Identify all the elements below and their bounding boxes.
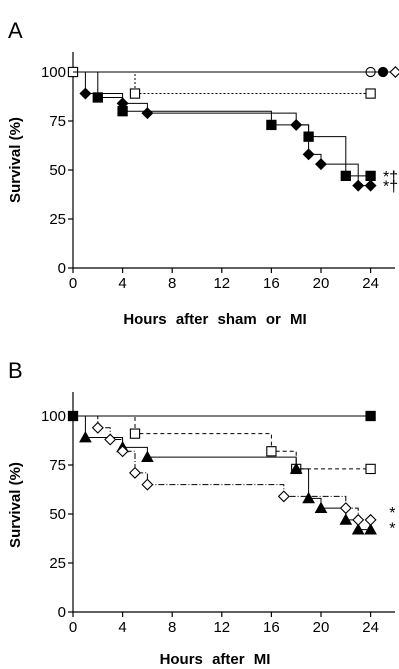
data-point (389, 66, 399, 78)
data-point (302, 148, 315, 161)
x-tick-label: 0 (69, 275, 77, 292)
panel-letter: A (8, 18, 23, 43)
x-axis-title: Hours after sham or MI (123, 311, 306, 328)
y-tick-label: 100 (41, 408, 66, 425)
series-line (73, 415, 371, 521)
series-filled-square-solid (67, 410, 376, 422)
data-point (92, 92, 103, 103)
data-point (289, 462, 303, 474)
x-tick-label: 12 (213, 619, 230, 636)
series-line (73, 71, 371, 95)
significance-annotation: * (389, 521, 395, 538)
data-point (351, 523, 365, 535)
y-tick-label: 75 (49, 457, 66, 474)
data-point (315, 158, 327, 171)
chart-panel-b: B 0 25 50 75 100 0 4 8 12 16 20 24 Hours after MI Surv… (7, 358, 395, 668)
data-point (340, 170, 351, 182)
y-tick-label: 50 (49, 506, 66, 523)
significance-annotation: *† (383, 179, 398, 196)
y-axis-title: Survival (%) (7, 462, 24, 548)
y-tick-label: 50 (49, 162, 66, 179)
data-point (290, 118, 303, 131)
data-point (129, 428, 141, 439)
significance-annotation: * (389, 505, 395, 522)
x-tick-label: 4 (118, 619, 126, 636)
y-tick-label: 100 (41, 64, 66, 81)
data-point (116, 445, 129, 458)
data-point (116, 97, 129, 110)
data-point (339, 513, 353, 525)
series-open-square-dashed (73, 415, 376, 475)
x-tick-label: 16 (263, 275, 280, 292)
x-tick-label: 16 (263, 619, 280, 636)
data-point (365, 463, 376, 475)
x-tick-label: 8 (168, 275, 176, 292)
significance-annotation: *† (383, 169, 398, 186)
x-tick-label: 20 (313, 275, 330, 292)
y-tick-label: 0 (58, 260, 66, 277)
data-point (91, 421, 104, 434)
data-point (352, 179, 365, 192)
x-tick-label: 24 (362, 619, 379, 636)
y-axis-title: Survival (%) (7, 117, 24, 203)
data-point (79, 87, 92, 100)
data-point (365, 410, 376, 422)
data-point (352, 513, 365, 526)
y-tick-label: 0 (58, 604, 66, 621)
data-point (314, 501, 328, 513)
data-point (141, 450, 154, 463)
series-filled-diamond-solid (73, 71, 377, 192)
data-point (365, 170, 376, 182)
panel-letter: B (8, 358, 23, 383)
y-tick-label: 25 (49, 555, 66, 572)
data-point (266, 119, 277, 131)
x-tick-label: 12 (213, 275, 230, 292)
x-tick-label: 4 (118, 275, 126, 292)
data-point (141, 107, 154, 120)
x-tick-label: 0 (69, 619, 77, 636)
data-point (79, 431, 92, 443)
data-point (129, 88, 141, 99)
data-point (104, 433, 117, 446)
x-axis-title: Hours after MI (160, 651, 271, 668)
y-tick-label: 25 (49, 211, 66, 228)
data-point (266, 446, 277, 457)
data-point (365, 88, 376, 99)
data-point (141, 478, 154, 491)
x-tick-label: 8 (168, 619, 176, 636)
data-point (302, 491, 315, 504)
y-tick-label: 75 (49, 113, 66, 130)
data-point (364, 179, 377, 192)
data-point (364, 523, 377, 535)
series-line (73, 71, 371, 177)
x-tick-label: 20 (313, 619, 330, 636)
series-open-diamond-dashdot (73, 415, 377, 526)
series-line (73, 415, 371, 470)
data-point (129, 466, 141, 479)
chart-panel-a: A 0 25 50 75 100 0 4 8 12 16 20 24 Hours after sham o… (7, 18, 399, 328)
data-point (364, 513, 377, 526)
data-point (277, 490, 290, 503)
series-line (73, 71, 371, 187)
data-point (339, 502, 352, 515)
x-tick-label: 24 (362, 275, 379, 292)
